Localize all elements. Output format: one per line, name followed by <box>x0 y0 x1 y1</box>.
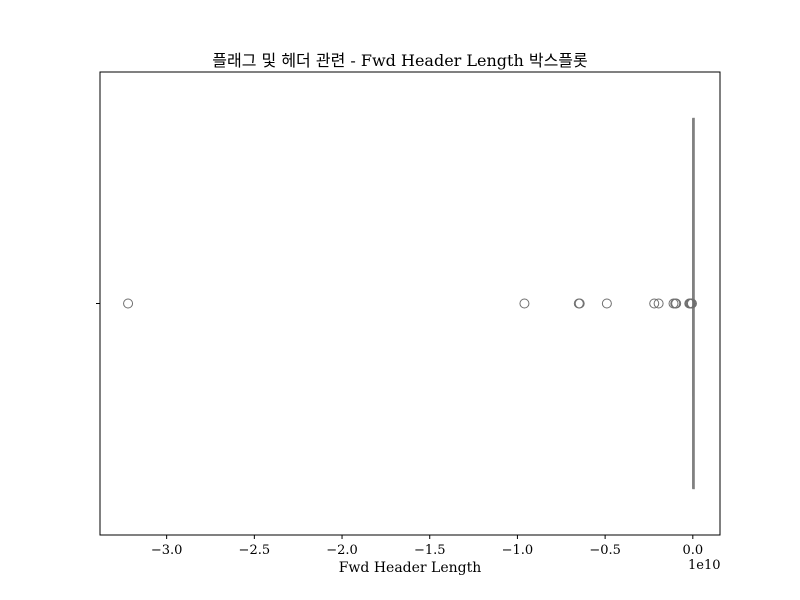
x-tick-label: 0.0 <box>682 543 703 558</box>
outlier-point <box>649 298 660 309</box>
outlier-point <box>653 298 664 309</box>
x-tick-label: −3.0 <box>151 543 183 558</box>
plot-frame <box>99 71 721 536</box>
x-tick-label: −0.5 <box>589 543 621 558</box>
outlier-point <box>574 298 585 309</box>
x-tick-label: −2.0 <box>326 543 358 558</box>
outlier-point <box>686 298 697 309</box>
outlier-point <box>601 298 612 309</box>
x-axis-label: Fwd Header Length <box>338 560 482 576</box>
x-tick-label: −2.5 <box>239 543 271 558</box>
outlier-point <box>519 298 530 309</box>
chart-title: 플래그 및 헤더 관련 - Fwd Header Length 박스플롯 <box>212 51 588 70</box>
x-axis-offset-label: 1e10 <box>688 558 721 573</box>
outlier-point <box>123 298 134 309</box>
outlier-point <box>671 298 682 309</box>
x-tick-label: −1.5 <box>414 543 446 558</box>
x-tick-label: −1.0 <box>502 543 534 558</box>
